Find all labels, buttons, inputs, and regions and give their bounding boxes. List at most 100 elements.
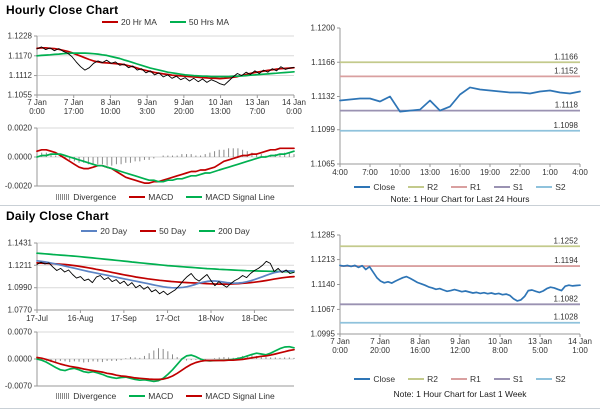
y-tick-label: 1.1431: [8, 239, 33, 248]
hourly-macd-chart: 0.0020 0.0000 -0.0020: [5, 124, 295, 191]
pivot-label-r2: 1.1166: [554, 52, 578, 61]
pivot-label-s1: 1.1118: [555, 101, 579, 110]
line-swatch: [354, 186, 371, 188]
y-tick-label: 0.0020: [8, 124, 33, 133]
x-tick-label: 10 Jan: [488, 337, 512, 346]
y-tick-label: 1.0995: [311, 330, 336, 339]
x-tick-label: 8 Jan: [410, 337, 430, 346]
line-swatch: [408, 378, 425, 380]
pivot-label-s1: 1.1082: [554, 294, 579, 303]
x-tick-label: 14 Jan: [568, 337, 592, 346]
legend-item-s1: S1: [493, 374, 523, 384]
legend-label: MACD Signal Line: [205, 391, 275, 401]
x-tick-label: 7 Jan: [330, 337, 350, 346]
line-swatch: [169, 21, 186, 23]
series-200-day: [36, 252, 295, 273]
y-tick-label: 1.1211: [8, 261, 32, 270]
legend-item-divergence: Divergence: [56, 192, 116, 202]
x-tick-label: 7 Jan: [64, 98, 84, 107]
x-tick-label: 0:00: [29, 107, 45, 116]
y-tick-label: 1.1112: [9, 71, 33, 80]
pivot-label-r2: 1.1252: [554, 236, 579, 245]
legend-label: 50 Hrs MA: [188, 17, 230, 27]
line-swatch: [354, 378, 371, 380]
x-tick-label: 1:00: [542, 168, 558, 177]
y-tick-label: 1.0990: [8, 283, 33, 292]
legend-label: Close: [373, 374, 396, 384]
bottom-separator: [0, 408, 600, 409]
y-tick-label: 1.1170: [8, 51, 32, 60]
line-swatch: [536, 186, 553, 188]
legend-item-s2: S2: [536, 374, 566, 384]
series-close: [339, 264, 581, 302]
series-macd-signal-line: [36, 150, 295, 183]
series-close: [339, 86, 581, 113]
x-tick-label: 13 Jan: [528, 337, 552, 346]
legend-label: S2: [555, 374, 566, 384]
legend-item-s2: S2: [536, 182, 566, 192]
section-separator: [0, 205, 600, 206]
legend-item-50-day: 50 Day: [140, 226, 186, 236]
x-tick-label: 9 Jan: [174, 98, 194, 107]
series-macd: [36, 345, 295, 383]
line-swatch: [450, 378, 467, 380]
line-swatch: [186, 395, 203, 397]
y-tick-label: 1.0770: [8, 306, 33, 315]
legend-item-macd: MACD: [129, 391, 173, 401]
y-tick-label: 1.1285: [311, 231, 336, 240]
y-tick-label: 0.0070: [8, 328, 33, 337]
series-macd: [36, 147, 295, 184]
divergence-swatch: [56, 393, 71, 399]
y-tick-label: 1.1099: [311, 125, 336, 134]
pivot-label-s2: 1.1028: [554, 313, 579, 322]
daily-chart-title: Daily Close Chart: [6, 209, 109, 223]
line-swatch: [536, 378, 553, 380]
legend-item-divergence: Divergence: [56, 391, 116, 401]
x-tick-label: 9 Jan: [450, 337, 470, 346]
legend-label: R1: [469, 182, 481, 192]
x-tick-label: 16:00: [450, 168, 471, 177]
legend-label: 200 Day: [218, 226, 250, 236]
x-tick-label: 17-Sep: [111, 314, 137, 323]
legend-label: R2: [427, 182, 438, 192]
daily-macd-legend: Divergence MACD MACD Signal Line: [37, 391, 294, 401]
legend-label: MACD: [148, 192, 174, 202]
x-tick-label: 14 Jan: [282, 98, 306, 107]
x-tick-label: 18-Dec: [242, 314, 268, 323]
x-tick-label: 17:00: [64, 107, 85, 116]
legend-label: Divergence: [73, 192, 117, 202]
y-tick-label: 1.1055: [8, 91, 33, 100]
legend-label: R2: [427, 374, 438, 384]
x-tick-label: 5:00: [532, 346, 548, 355]
y-tick-label: 1.1166: [311, 58, 335, 67]
x-tick-label: 8:00: [492, 346, 508, 355]
hourly-pivot-legend: Close R2 R1 S1 S2: [330, 182, 590, 192]
legend-item-macd-signal-line: MACD Signal Line: [186, 192, 275, 202]
legend-label: Divergence: [73, 391, 117, 401]
x-tick-label: 12:00: [450, 346, 471, 355]
x-tick-label: 22:00: [510, 168, 531, 177]
weekly-pivot-note: Note: 1 Hour Chart for Last 1 Week: [393, 389, 527, 399]
x-tick-label: 18-Nov: [198, 314, 224, 323]
pivot-label-s2: 1.1098: [554, 121, 579, 130]
hourly-chart-title: Hourly Close Chart: [6, 3, 119, 17]
x-tick-label: 7:00: [249, 107, 265, 116]
legend-label: MACD: [148, 391, 174, 401]
legend-item-200-day: 200 Day: [199, 226, 250, 236]
line-swatch: [450, 186, 467, 188]
line-swatch: [493, 378, 510, 380]
x-tick-label: 17-Oct: [156, 314, 181, 323]
legend-item-r2: R2: [408, 374, 438, 384]
line-swatch: [186, 196, 203, 198]
legend-item-r1: R1: [450, 374, 481, 384]
legend-item-r1: R1: [450, 182, 481, 192]
x-tick-label: 16-Aug: [68, 314, 94, 323]
pivot-label-r1: 1.1194: [554, 256, 578, 265]
hourly-pivot-note: Note: 1 Hour Chart for Last 24 Hours: [390, 194, 530, 204]
x-tick-label: 13 Jan: [245, 98, 269, 107]
